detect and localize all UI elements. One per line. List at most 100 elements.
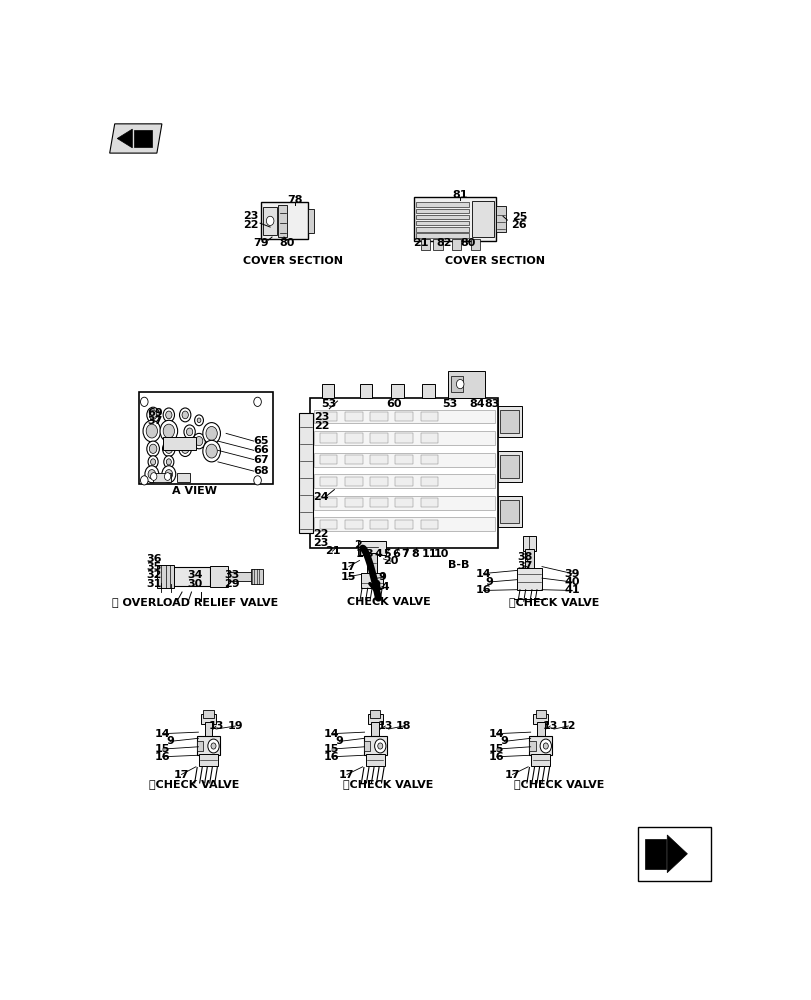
Circle shape [206, 444, 217, 458]
Bar [200, 714, 216, 724]
Bar [278, 205, 287, 237]
Bar [313, 496, 494, 510]
Text: 5: 5 [383, 549, 391, 559]
Bar [416, 202, 469, 207]
Text: ⒸCHECK VALVE: ⒸCHECK VALVE [343, 779, 433, 789]
Text: 29: 29 [225, 579, 240, 589]
Circle shape [206, 426, 217, 440]
Polygon shape [117, 129, 132, 148]
Bar [359, 384, 371, 398]
Text: 67: 67 [253, 455, 268, 465]
Circle shape [195, 436, 203, 446]
Circle shape [182, 411, 188, 419]
Text: ⒹCHECK VALVE: ⒹCHECK VALVE [514, 779, 604, 789]
Bar [420, 239, 430, 250]
Bar [535, 710, 545, 718]
Bar [530, 754, 550, 766]
Text: 82: 82 [436, 238, 452, 248]
Bar [204, 710, 213, 718]
Text: 13: 13 [542, 721, 557, 731]
Text: 65: 65 [253, 436, 268, 446]
Text: 15: 15 [155, 744, 170, 754]
Text: 33: 33 [225, 570, 240, 580]
Text: Ⓔ OVERLOAD RELIEF VALVE: Ⓔ OVERLOAD RELIEF VALVE [111, 597, 277, 607]
Circle shape [203, 440, 220, 462]
Bar [163, 437, 195, 450]
Circle shape [144, 466, 159, 483]
Circle shape [161, 466, 175, 483]
Circle shape [203, 423, 220, 444]
Text: 16: 16 [475, 585, 491, 595]
Text: 16: 16 [488, 752, 504, 762]
Circle shape [147, 441, 159, 456]
Bar [370, 498, 388, 507]
Bar [360, 573, 383, 588]
Text: 15: 15 [488, 744, 504, 754]
Text: 68: 68 [253, 466, 268, 476]
Bar [251, 569, 262, 584]
Bar [320, 412, 337, 421]
Text: 12: 12 [560, 721, 576, 731]
Circle shape [543, 743, 547, 749]
Bar [391, 384, 403, 398]
Text: COVER SECTION: COVER SECTION [243, 256, 343, 266]
Text: 17: 17 [339, 770, 354, 780]
Bar [497, 406, 521, 437]
Text: 37: 37 [147, 416, 162, 426]
Text: 22: 22 [314, 421, 329, 431]
Text: 9: 9 [335, 736, 343, 746]
Bar [345, 477, 363, 486]
Bar [260, 202, 307, 239]
Circle shape [140, 397, 148, 406]
Bar [450, 376, 463, 392]
Text: A VIEW: A VIEW [172, 486, 217, 496]
Circle shape [184, 425, 195, 439]
Text: 9: 9 [500, 736, 508, 746]
Bar [420, 477, 438, 486]
Text: 34: 34 [187, 570, 202, 580]
Circle shape [162, 441, 175, 456]
Circle shape [149, 410, 157, 420]
Text: 38: 38 [517, 552, 532, 562]
Text: 80: 80 [279, 238, 294, 248]
Bar [320, 520, 337, 529]
Bar [370, 520, 388, 529]
Bar [313, 517, 494, 531]
Text: 69: 69 [147, 408, 163, 418]
Circle shape [166, 459, 171, 465]
Bar [420, 433, 438, 443]
Bar [637, 827, 710, 881]
Bar [422, 384, 435, 398]
Bar [345, 498, 363, 507]
Circle shape [160, 420, 178, 442]
Text: 9: 9 [379, 572, 386, 582]
Bar [320, 477, 337, 486]
Text: 17: 17 [341, 562, 356, 572]
Text: 23: 23 [312, 538, 328, 548]
Circle shape [211, 743, 216, 749]
Bar [500, 455, 519, 478]
Bar [228, 572, 260, 581]
Text: 13: 13 [377, 721, 393, 731]
Bar [313, 474, 494, 488]
Bar [522, 536, 535, 551]
Text: 80: 80 [460, 238, 475, 248]
Bar [358, 541, 385, 555]
Circle shape [181, 444, 189, 453]
Bar [525, 549, 533, 570]
Bar [320, 433, 337, 443]
Circle shape [165, 470, 173, 479]
Text: 6: 6 [393, 549, 400, 559]
Circle shape [192, 433, 205, 449]
Bar [416, 209, 469, 213]
Bar [345, 433, 363, 443]
Text: 7: 7 [401, 549, 409, 559]
Circle shape [165, 411, 172, 419]
Text: 23: 23 [243, 211, 259, 221]
Bar [497, 451, 521, 482]
Circle shape [208, 739, 219, 753]
Circle shape [150, 459, 156, 465]
Bar [370, 710, 380, 718]
Bar [313, 410, 494, 423]
Circle shape [150, 473, 157, 480]
